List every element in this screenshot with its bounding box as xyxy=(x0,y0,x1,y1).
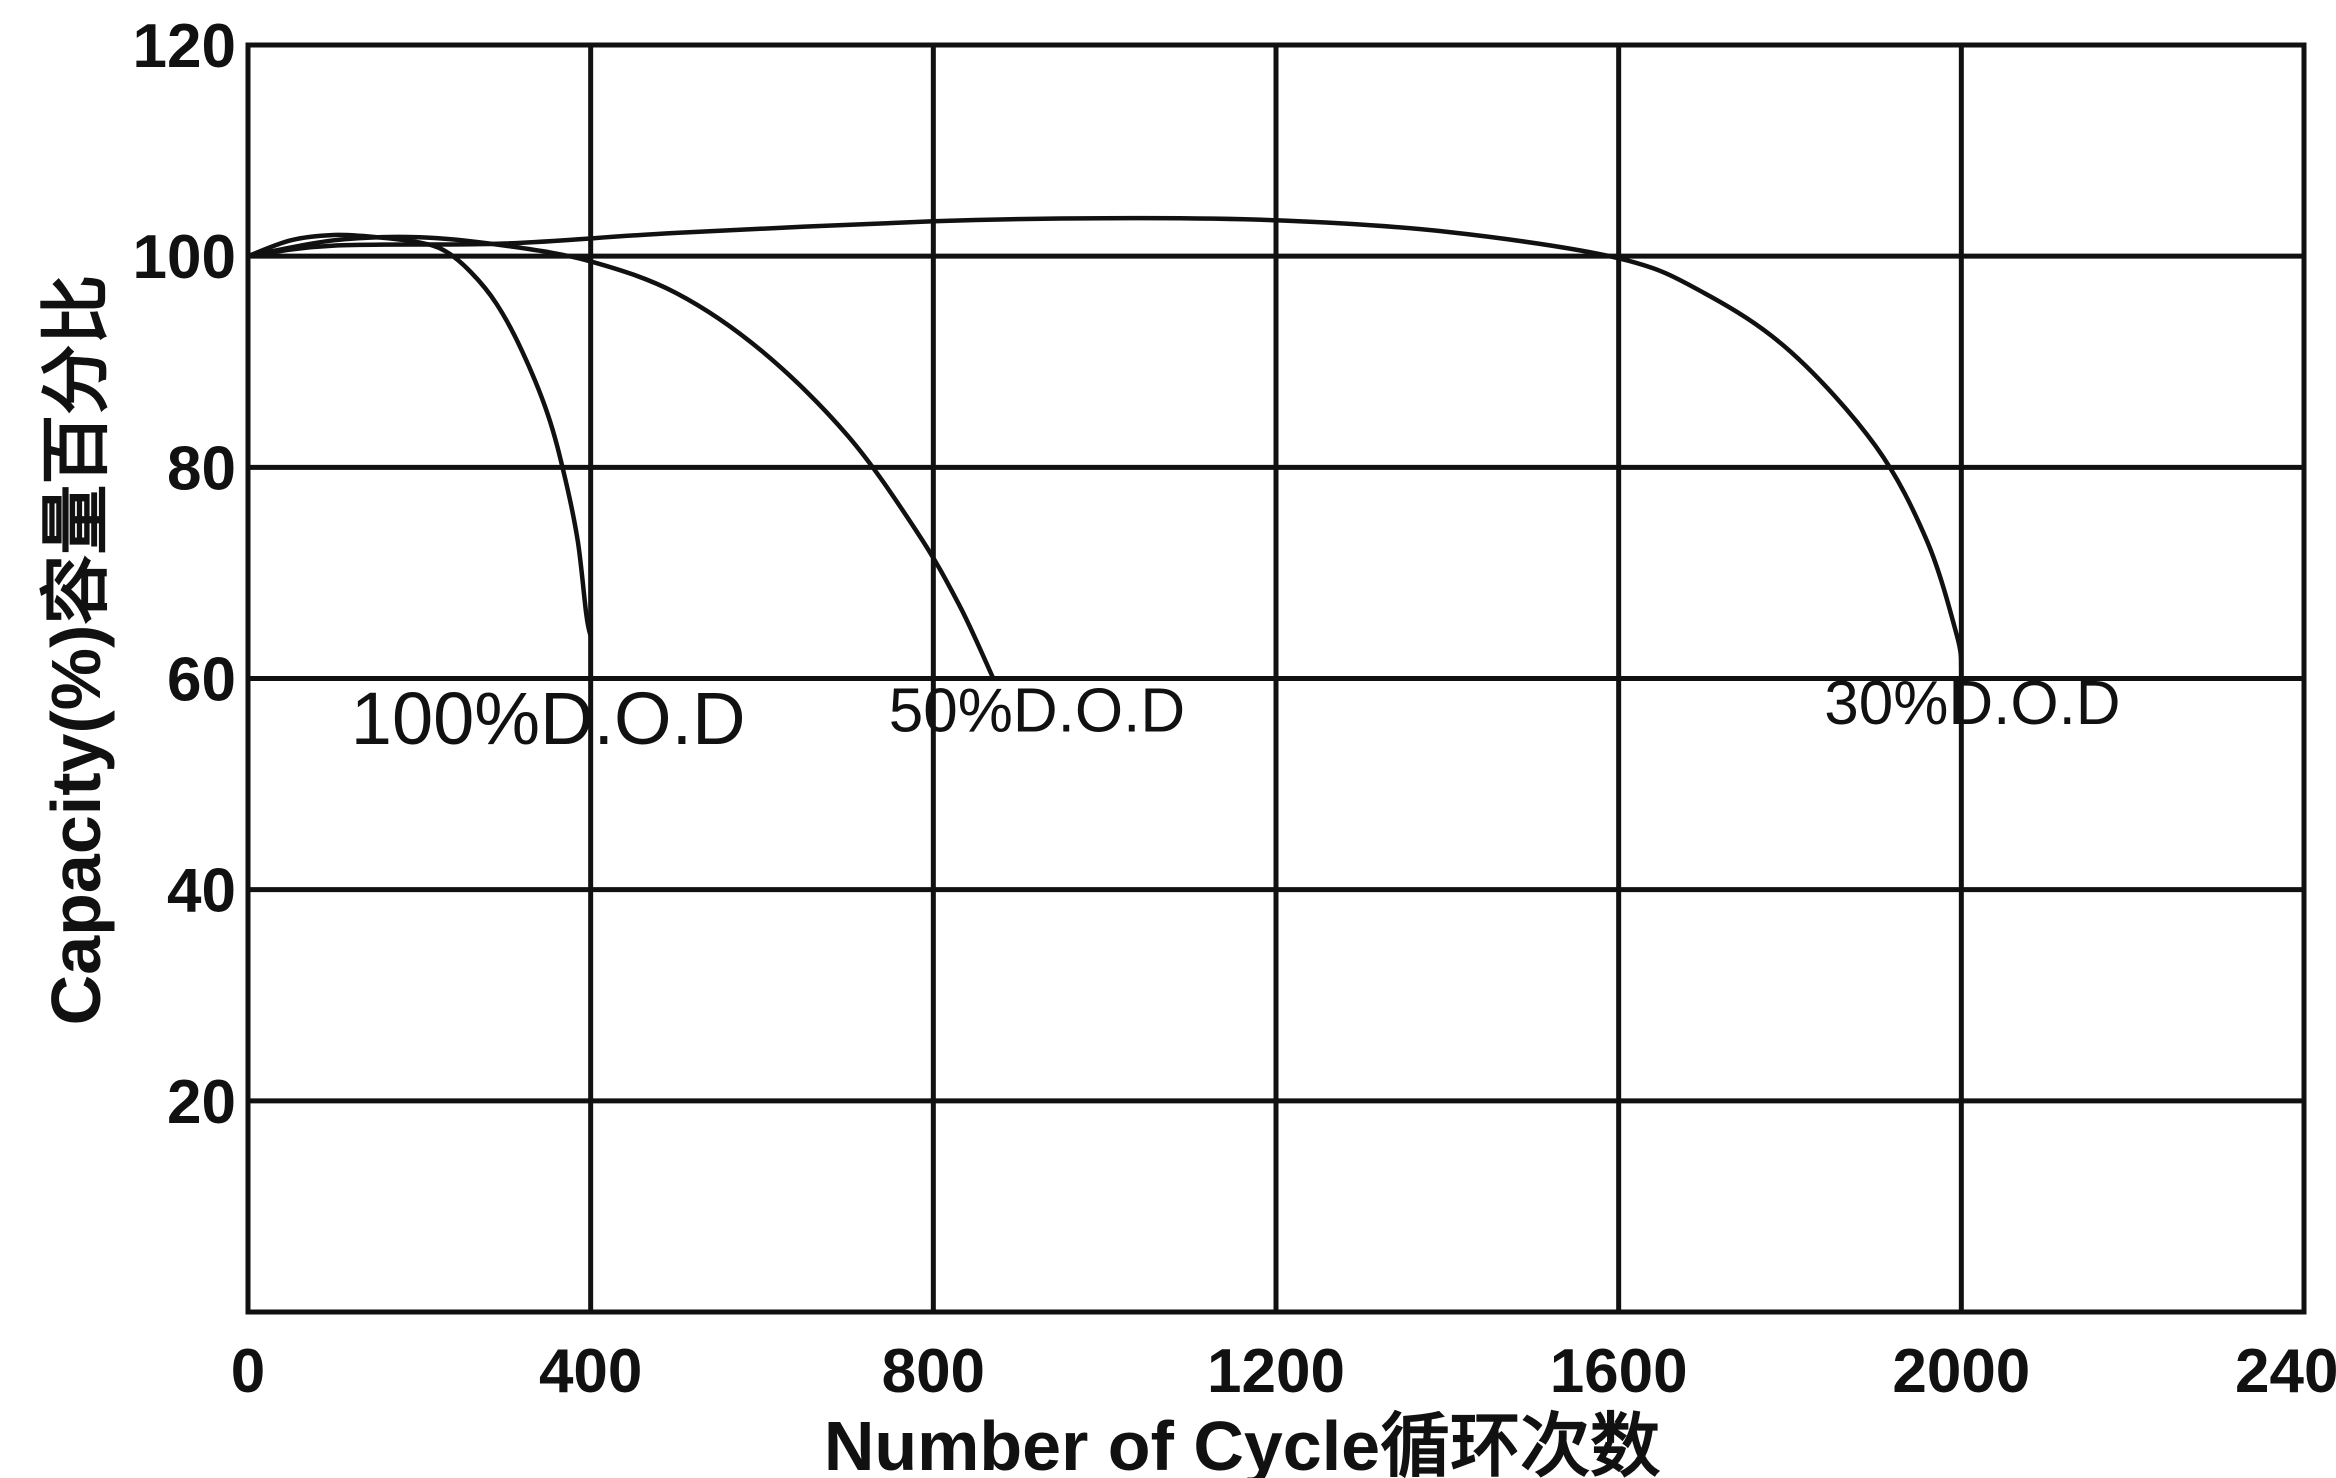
x-axis-ticks: 0 400 800 1200 1600 2000 2400 xyxy=(231,1337,2336,1406)
x-tick-label: 1600 xyxy=(1550,1337,1688,1406)
y-axis-ticks: 20 40 60 80 100 120 xyxy=(133,12,236,1137)
plot-frame xyxy=(245,42,2307,1315)
y-tick-label: 60 xyxy=(167,646,236,715)
x-tick-label: 1200 xyxy=(1207,1337,1345,1406)
series-line-1 xyxy=(245,232,593,639)
y-tick-label: 80 xyxy=(167,434,236,503)
series-labels: 100%D.O.D 50%D.O.D 30%D.O.D xyxy=(351,669,2121,760)
y-tick-label: 120 xyxy=(133,12,236,81)
y-tick-label: 100 xyxy=(133,223,236,292)
x-axis-title: Number of Cycle循环次数 xyxy=(824,1407,1660,1478)
series-label-2: 50%D.O.D xyxy=(889,676,1185,745)
series-lines xyxy=(245,215,1964,681)
series-label-3: 30%D.O.D xyxy=(1824,669,2120,738)
y-tick-label: 20 xyxy=(167,1068,236,1137)
y-axis-title: Capacity(%)容量百分比 xyxy=(37,275,115,1026)
x-tick-label: 400 xyxy=(539,1337,642,1406)
x-tick-label: 0 xyxy=(231,1337,265,1406)
x-tick-label: 800 xyxy=(882,1337,985,1406)
x-tick-label: 2000 xyxy=(1892,1337,2030,1406)
series-label-1: 100%D.O.D xyxy=(351,677,746,760)
y-tick-label: 40 xyxy=(167,857,236,926)
x-tick-label: 2400 xyxy=(2235,1337,2336,1406)
series-line-2 xyxy=(245,234,996,681)
series-line-3 xyxy=(245,215,1964,671)
